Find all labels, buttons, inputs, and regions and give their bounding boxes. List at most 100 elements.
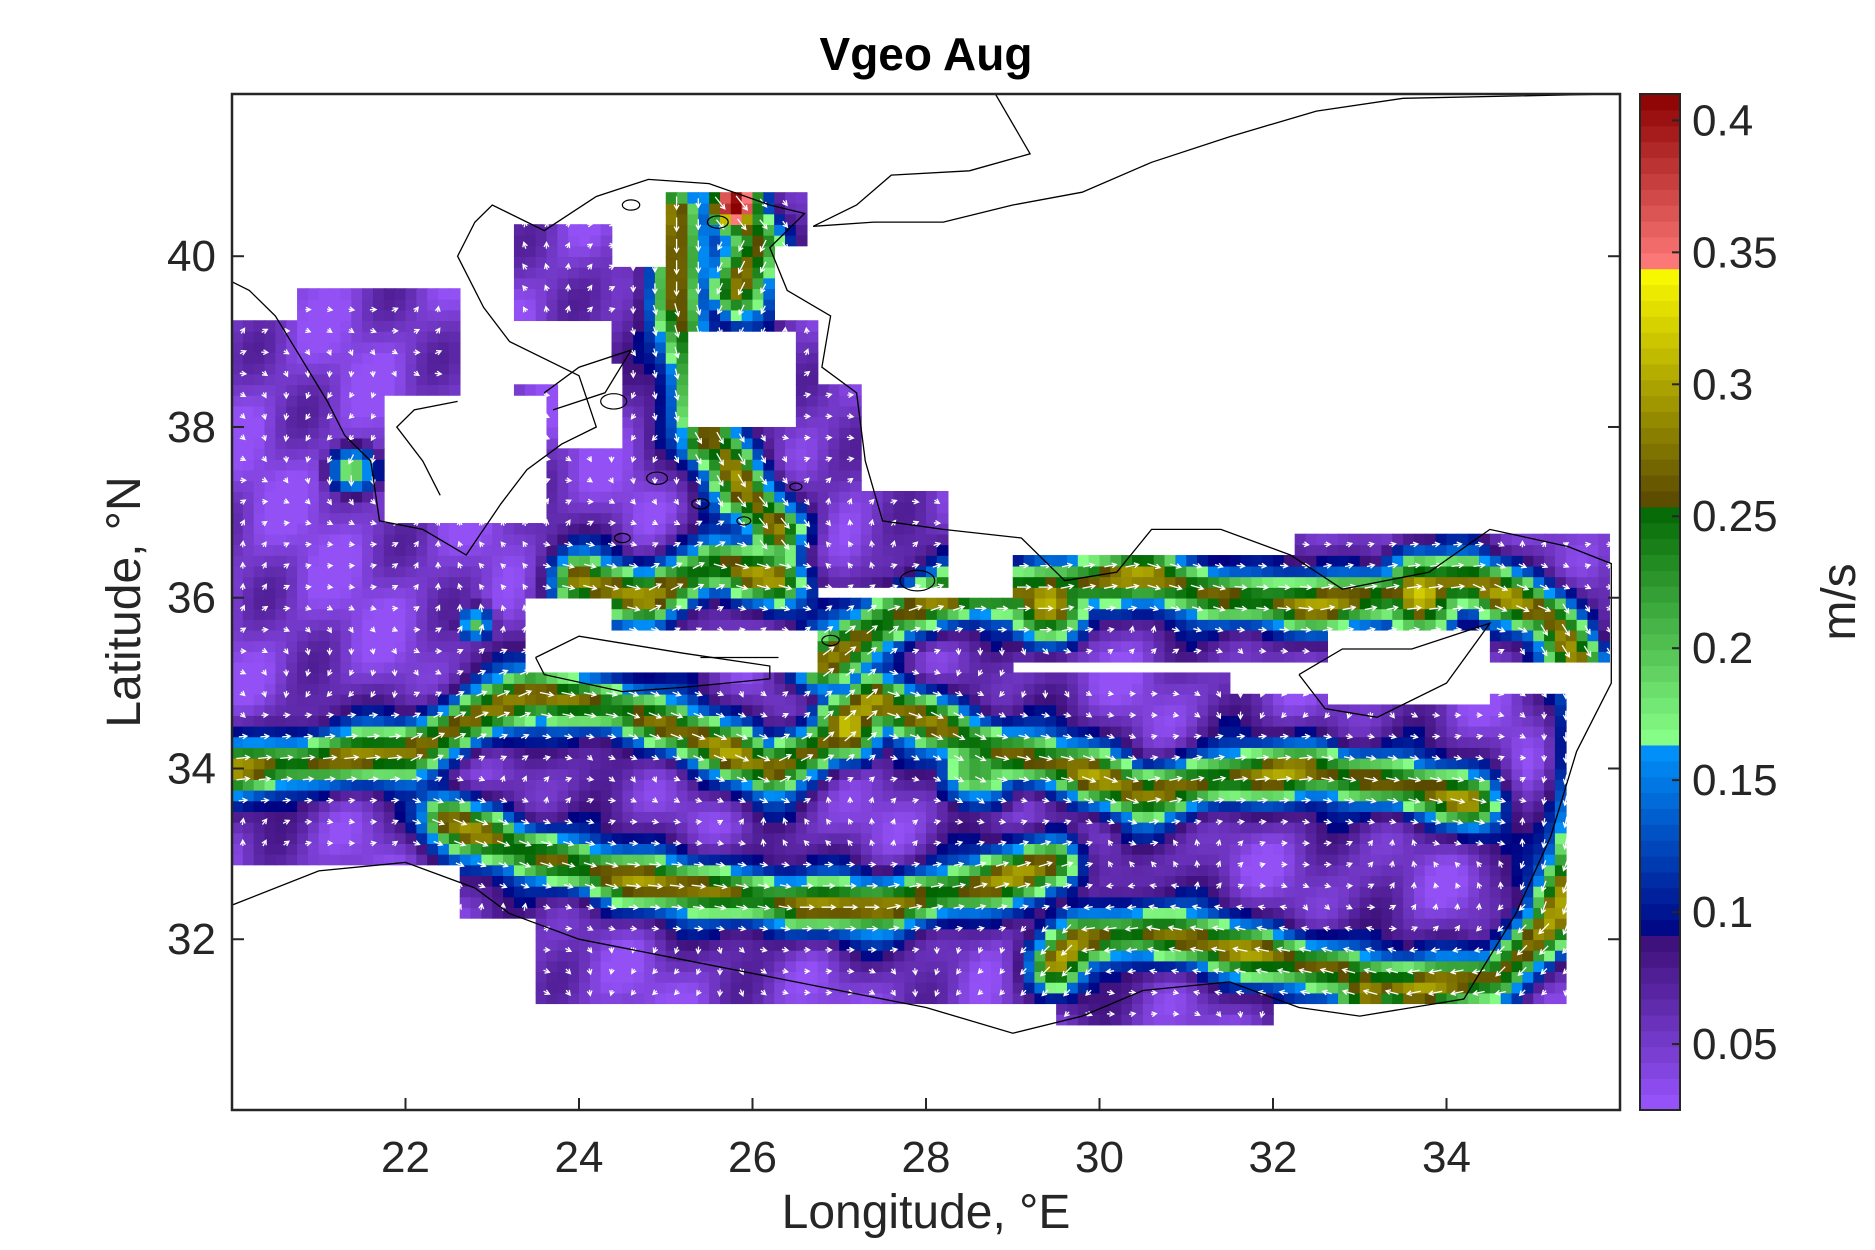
heat-cell xyxy=(958,768,971,780)
heat-cell xyxy=(242,576,255,588)
heat-cell xyxy=(774,192,786,204)
heat-cell xyxy=(383,672,396,684)
heat-cell xyxy=(904,779,916,791)
heat-cell xyxy=(438,330,450,343)
heat-cell xyxy=(448,811,461,823)
heat-cell xyxy=(405,565,418,578)
heat-cell xyxy=(318,747,331,759)
heat-cell xyxy=(1283,907,1296,919)
heat-cell xyxy=(839,405,851,418)
heat-cell xyxy=(253,725,266,738)
heat-cell xyxy=(253,405,266,418)
heat-cell xyxy=(806,480,819,492)
heat-cell xyxy=(958,981,971,994)
heat-cell xyxy=(600,917,613,930)
heat-cell xyxy=(297,448,309,460)
heat-cell xyxy=(372,533,385,546)
heat-cell xyxy=(1273,779,1285,791)
heat-cell xyxy=(665,384,678,396)
heat-cell xyxy=(795,683,808,695)
heat-cell xyxy=(1175,960,1188,973)
heat-cell xyxy=(1197,736,1209,748)
heat-cell xyxy=(546,715,559,727)
heat-cell xyxy=(362,843,374,855)
heat-cell xyxy=(307,661,320,674)
heat-cell xyxy=(850,501,862,514)
heat-cell xyxy=(362,458,374,471)
heat-cell xyxy=(991,800,1003,812)
heat-cell xyxy=(991,939,1003,951)
heat-cell xyxy=(242,789,255,802)
heat-cell xyxy=(1001,928,1014,941)
heat-cell xyxy=(253,651,266,663)
heat-cell xyxy=(405,341,418,354)
heat-cell xyxy=(698,288,710,300)
heat-cell xyxy=(1218,587,1231,599)
heat-cell xyxy=(568,757,580,770)
heat-cell xyxy=(665,309,678,322)
heat-cell xyxy=(817,458,830,471)
heat-cell xyxy=(1273,971,1285,983)
heat-cell xyxy=(1012,821,1025,834)
heat-cell xyxy=(1164,939,1177,951)
heat-cell xyxy=(416,288,428,300)
heat-cell xyxy=(1045,693,1057,706)
heat-cell xyxy=(1240,875,1253,887)
heat-cell xyxy=(286,608,298,620)
heat-cell xyxy=(730,192,743,204)
heat-cell xyxy=(828,426,841,439)
heat-cell xyxy=(372,843,385,855)
heat-cell xyxy=(676,789,689,802)
heat-cell xyxy=(785,619,797,631)
heat-cell xyxy=(763,544,775,556)
heat-cell xyxy=(297,458,309,471)
heat-cell xyxy=(698,555,710,567)
heat-cell xyxy=(882,672,895,684)
heat-cell xyxy=(1229,779,1242,791)
heat-cell xyxy=(850,907,862,919)
heat-cell xyxy=(1186,597,1198,610)
heat-cell xyxy=(1012,587,1025,599)
heat-cell xyxy=(253,821,266,834)
heat-cell xyxy=(719,565,732,578)
heat-cell xyxy=(752,971,765,983)
heat-cell xyxy=(676,875,689,887)
heat-cell xyxy=(839,907,851,919)
heat-cell xyxy=(513,907,526,919)
heat-cell xyxy=(633,309,645,322)
heat-cell xyxy=(481,896,494,909)
heat-cell xyxy=(275,587,288,599)
heat-cell xyxy=(904,608,916,620)
heat-cell xyxy=(297,405,309,418)
heat-cell xyxy=(1273,917,1285,930)
heat-cell xyxy=(709,757,721,770)
heat-cell xyxy=(1316,811,1329,823)
heat-cell xyxy=(438,352,450,364)
heat-cell xyxy=(904,843,916,855)
heat-cell xyxy=(654,437,667,450)
heat-cell xyxy=(1110,704,1122,716)
heat-cell xyxy=(936,640,949,652)
heat-cell xyxy=(459,608,472,620)
heat-cell xyxy=(351,597,363,610)
heat-cell xyxy=(1175,715,1188,727)
heat-cell xyxy=(763,298,775,311)
heat-cell xyxy=(665,555,678,567)
heat-cell xyxy=(839,629,851,642)
heat-cell xyxy=(1240,821,1253,834)
heat-cell xyxy=(1186,608,1198,620)
heat-cell xyxy=(698,971,710,983)
heat-cell xyxy=(1262,928,1274,941)
heat-cell xyxy=(1316,800,1329,812)
heat-cell xyxy=(904,885,916,898)
heat-cell xyxy=(568,565,580,578)
heat-cell xyxy=(893,523,906,535)
heat-cell xyxy=(351,533,363,546)
heat-cell xyxy=(438,576,450,588)
heat-cell xyxy=(622,298,635,311)
heat-cell xyxy=(785,565,797,578)
heat-cell xyxy=(600,821,613,834)
heat-cell xyxy=(481,885,494,898)
heat-cell xyxy=(980,619,992,631)
heat-cell xyxy=(1327,992,1339,1005)
